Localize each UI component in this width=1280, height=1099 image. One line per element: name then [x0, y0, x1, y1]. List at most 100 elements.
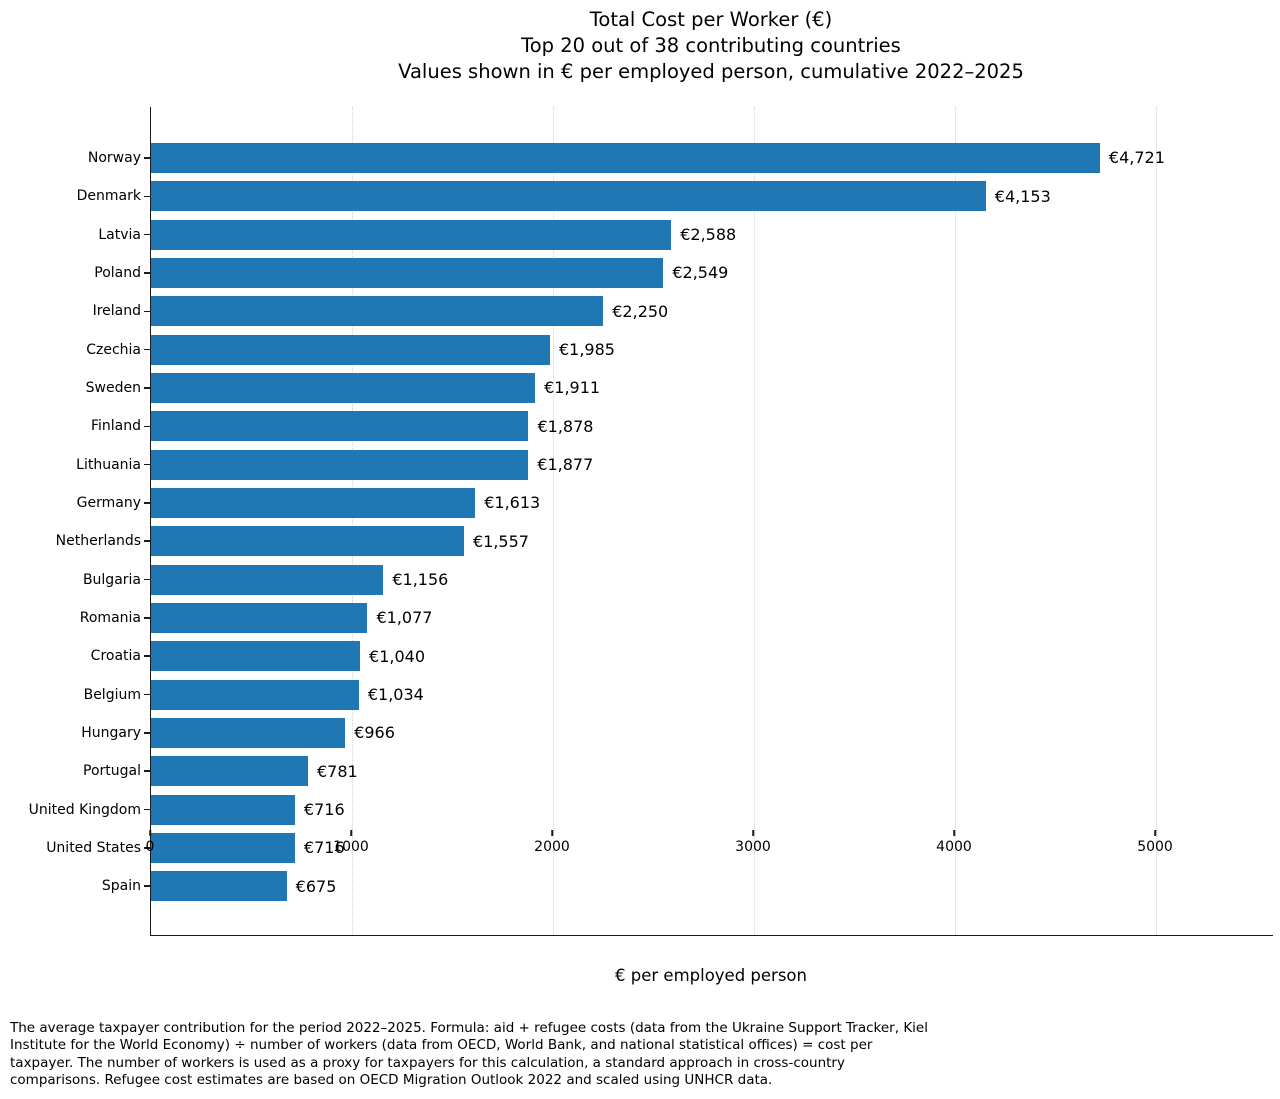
bar-row: Spain €675 — [102, 867, 1273, 905]
plot-area: Norway €4,721 Denmark €4,153 Latvia €2,588 Pol… — [29, 107, 1273, 936]
bar-czechia — [151, 334, 550, 365]
category-label: Norway — [87, 149, 141, 166]
value-label: €1,911 — [544, 378, 601, 398]
y-tick-mark — [143, 885, 150, 887]
y-tick-mark — [143, 770, 150, 772]
gridline-x-3000 — [754, 107, 755, 935]
y-tick-mark — [143, 578, 150, 581]
y-tick-mark — [143, 233, 150, 236]
category-label: Latvia — [98, 226, 141, 243]
gridline-x-4000 — [955, 107, 956, 935]
category-label: Germany — [76, 494, 141, 511]
value-label: €1,613 — [484, 493, 541, 513]
value-label: €966 — [354, 723, 395, 743]
bar-row: United Kingdom €716 — [29, 790, 1273, 828]
bar-hungary — [151, 717, 346, 748]
bar-row: Belgium €1,034 — [84, 675, 1273, 713]
category-label: Hungary — [81, 724, 141, 741]
value-label: €4,721 — [1108, 148, 1165, 168]
bar-row: Latvia €2,588 — [98, 215, 1273, 253]
bar-row: Poland €2,549 — [94, 254, 1273, 292]
bars-container: Norway €4,721 Denmark €4,153 Latvia €2,588 Pol… — [29, 139, 1273, 906]
value-label: €2,250 — [612, 301, 669, 321]
bar-row: Netherlands €1,557 — [56, 522, 1273, 560]
bar-row: Norway €4,721 — [88, 139, 1273, 177]
bar-germany — [151, 487, 476, 518]
bar-belgium — [151, 679, 359, 710]
bar-row: Czechia €1,985 — [86, 330, 1273, 368]
bar-bulgaria — [151, 564, 384, 595]
value-label: €716 — [303, 838, 345, 858]
value-label: €1,040 — [369, 646, 426, 666]
value-label: €781 — [316, 761, 358, 781]
value-label: €4,153 — [994, 186, 1051, 206]
category-label: Denmark — [76, 188, 141, 205]
y-tick-mark — [143, 693, 150, 696]
category-label: Bulgaria — [82, 571, 141, 588]
bar-row: Croatia €1,040 — [91, 637, 1273, 675]
y-tick-mark — [143, 808, 150, 811]
x-tick-label: 4000 — [936, 839, 972, 855]
category-label: Netherlands — [55, 533, 141, 550]
category-label: Lithuania — [76, 456, 141, 473]
y-tick-mark — [143, 847, 150, 849]
chart-subtitle: Top 20 out of 38 contributing countries — [521, 34, 901, 57]
x-tick-label: 2000 — [534, 839, 570, 855]
value-label: €1,985 — [558, 340, 615, 360]
x-tick-mark — [149, 829, 151, 836]
x-tick-label: 3000 — [735, 839, 771, 855]
category-label: United Kingdom — [28, 801, 141, 818]
value-label: €1,077 — [376, 608, 433, 628]
y-tick-mark — [143, 272, 150, 274]
x-tick-mark — [350, 829, 352, 836]
bar-romania — [151, 602, 368, 633]
gridline-x-2000 — [553, 107, 554, 935]
bar-ireland — [151, 296, 604, 327]
bar-row: Bulgaria €1,156 — [83, 560, 1273, 598]
value-label: €1,878 — [537, 416, 594, 436]
footnote-line: comparisons. Refugee cost estimates are … — [10, 1071, 773, 1088]
category-label: Ireland — [92, 303, 141, 320]
bar-poland — [151, 257, 664, 288]
footnote-line: taxpayer. The number of workers is used … — [10, 1054, 845, 1071]
bar-lithuania — [151, 449, 529, 480]
category-label: United States — [46, 839, 141, 856]
y-tick-mark — [143, 732, 150, 734]
bar-row: Ireland €2,250 — [93, 292, 1273, 330]
y-tick-mark — [143, 157, 150, 159]
category-label: Croatia — [90, 648, 141, 665]
category-label: Sweden — [85, 379, 141, 396]
bar-row: Portugal €781 — [83, 752, 1273, 790]
value-label: €716 — [303, 800, 345, 820]
y-tick-mark — [143, 463, 150, 466]
category-label: Spain — [101, 878, 141, 895]
x-tick-mark — [551, 829, 553, 836]
y-tick-mark — [143, 425, 150, 427]
x-tick-mark — [1154, 829, 1156, 836]
bar-sweden — [151, 372, 536, 403]
bar-row: Hungary €966 — [81, 714, 1273, 752]
chart-title-block: Total Cost per Worker (€) Top 20 out of … — [150, 7, 1272, 85]
y-tick-mark — [143, 387, 150, 389]
footnote-line: Institute for the World Economy) ÷ numbe… — [10, 1037, 873, 1054]
bar-latvia — [151, 219, 672, 250]
bar-netherlands — [151, 526, 464, 557]
bar-row: Denmark €4,153 — [77, 177, 1273, 215]
gridline-x-1000 — [352, 107, 353, 935]
x-axis-label: € per employed person — [615, 966, 807, 985]
bar-row: Lithuania €1,877 — [76, 445, 1273, 483]
value-label: €1,034 — [367, 685, 424, 705]
y-tick-mark — [143, 310, 150, 313]
bar-portugal — [151, 756, 308, 787]
value-label: €2,588 — [680, 225, 737, 245]
x-tick-mark — [752, 829, 754, 836]
value-label: €675 — [295, 876, 337, 896]
category-label: Portugal — [83, 763, 141, 780]
bar-row: Germany €1,613 — [77, 484, 1273, 522]
bar-united-kingdom — [151, 794, 295, 825]
x-tick-mark — [953, 829, 955, 836]
category-label: Czechia — [86, 341, 141, 358]
bar-united-states — [151, 832, 295, 863]
value-label: €2,549 — [672, 263, 729, 283]
